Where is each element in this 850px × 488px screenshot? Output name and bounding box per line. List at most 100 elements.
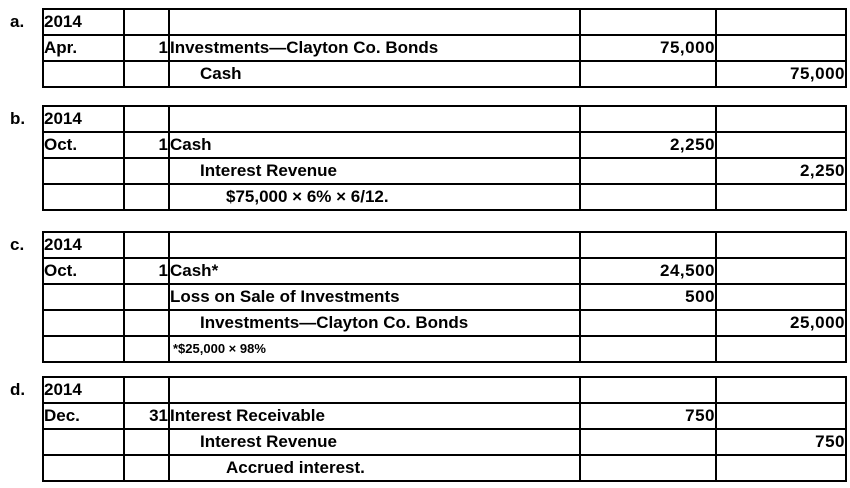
debit-amount-cell [579, 335, 717, 363]
credit-amount-cell [715, 231, 847, 259]
account-title-cell: Cash* [168, 257, 581, 285]
journal-row: Interest Revenue 750 [42, 428, 847, 456]
debit-amount-cell [579, 60, 717, 88]
journal-row: Oct. 1 Cash 2,250 [42, 131, 847, 159]
date-month-cell [42, 335, 125, 363]
date-day-cell [123, 157, 170, 185]
credit-amount-cell [715, 34, 847, 62]
credit-amount-cell: 2,250 [715, 157, 847, 185]
debit-amount-cell [579, 157, 717, 185]
debit-amount-cell [579, 309, 717, 337]
journal-entry-d: d. 2014 Dec. 31 Interest Receivable 750 Inter… [0, 376, 850, 482]
date-month-cell: Dec. [42, 402, 125, 430]
date-day-cell: 31 [123, 402, 170, 430]
journal-row: Investments—Clayton Co. Bonds 25,000 [42, 309, 847, 337]
date-month-cell: Apr. [42, 34, 125, 62]
account-title-cell: Cash [168, 131, 581, 159]
account-title-cell: Cash [168, 60, 581, 88]
debit-amount-cell [579, 428, 717, 456]
date-month-cell [42, 183, 125, 211]
credit-amount-cell [715, 257, 847, 285]
debit-amount-cell: 750 [579, 402, 717, 430]
account-title-cell: Interest Revenue [168, 157, 581, 185]
debit-amount-cell: 2,250 [579, 131, 717, 159]
date-day-cell [123, 309, 170, 337]
date-month-cell: 2014 [42, 376, 125, 404]
date-month-cell [42, 428, 125, 456]
credit-amount-cell: 75,000 [715, 60, 847, 88]
date-day-cell [123, 454, 170, 482]
debit-amount-cell [579, 183, 717, 211]
journal-row: *$25,000 × 98% [42, 335, 847, 363]
account-title-cell: Investments—Clayton Co. Bonds [168, 309, 581, 337]
credit-amount-cell: 750 [715, 428, 847, 456]
date-day-cell [123, 283, 170, 311]
journal-entry-c: c. 2014 Oct. 1 Cash* 24,500 Loss on Sale of I… [0, 231, 850, 363]
debit-amount-cell: 24,500 [579, 257, 717, 285]
journal-table-c: 2014 Oct. 1 Cash* 24,500 Loss on Sale of Inve… [42, 231, 847, 363]
credit-amount-cell [715, 8, 847, 36]
debit-amount-cell: 500 [579, 283, 717, 311]
credit-amount-cell [715, 183, 847, 211]
journal-entry-a: a. 2014 Apr. 1 Investments—Clayton Co. Bond… [0, 8, 850, 88]
date-day-cell [123, 231, 170, 259]
debit-amount-cell: 75,000 [579, 34, 717, 62]
account-title-cell [168, 376, 581, 404]
date-month-cell: Oct. [42, 131, 125, 159]
journal-table-d: 2014 Dec. 31 Interest Receivable 750 Interest… [42, 376, 847, 482]
journal-row: Accrued interest. [42, 454, 847, 482]
debit-amount-cell [579, 376, 717, 404]
account-title-cell: $75,000 × 6% × 6/12. [168, 183, 581, 211]
date-month-cell [42, 157, 125, 185]
credit-amount-cell [715, 131, 847, 159]
date-day-cell [123, 335, 170, 363]
date-month-cell: Oct. [42, 257, 125, 285]
account-title-cell [168, 8, 581, 36]
account-title-cell: Loss on Sale of Investments [168, 283, 581, 311]
journal-row: Apr. 1 Investments—Clayton Co. Bonds 75,000 [42, 34, 847, 62]
debit-amount-cell [579, 454, 717, 482]
credit-amount-cell [715, 283, 847, 311]
date-month-cell: 2014 [42, 8, 125, 36]
debit-amount-cell [579, 231, 717, 259]
account-title-cell [168, 105, 581, 133]
entry-label-a: a. [10, 12, 25, 31]
debit-amount-cell [579, 8, 717, 36]
account-title-cell: Accrued interest. [168, 454, 581, 482]
journal-table-a: 2014 Apr. 1 Investments—Clayton Co. Bonds 75… [42, 8, 847, 88]
date-day-cell [123, 60, 170, 88]
date-month-cell: 2014 [42, 105, 125, 133]
date-month-cell [42, 309, 125, 337]
journal-row: 2014 [42, 376, 847, 404]
account-title-cell [168, 231, 581, 259]
date-day-cell: 1 [123, 131, 170, 159]
journal-row: Interest Revenue 2,250 [42, 157, 847, 185]
credit-amount-cell [715, 335, 847, 363]
date-day-cell [123, 8, 170, 36]
journal-row: 2014 [42, 231, 847, 259]
date-month-cell [42, 454, 125, 482]
date-month-cell [42, 283, 125, 311]
date-day-cell [123, 183, 170, 211]
credit-amount-cell: 25,000 [715, 309, 847, 337]
journal-row: Oct. 1 Cash* 24,500 [42, 257, 847, 285]
journal-row: 2014 [42, 8, 847, 36]
debit-amount-cell [579, 105, 717, 133]
journal-row: Cash 75,000 [42, 60, 847, 88]
account-title-cell: Interest Revenue [168, 428, 581, 456]
journal-row: $75,000 × 6% × 6/12. [42, 183, 847, 211]
date-day-cell: 1 [123, 34, 170, 62]
credit-amount-cell [715, 454, 847, 482]
account-title-cell: Interest Receivable [168, 402, 581, 430]
entry-label-c: c. [10, 235, 25, 254]
date-day-cell: 1 [123, 257, 170, 285]
account-title-cell: Investments—Clayton Co. Bonds [168, 34, 581, 62]
journal-row: Loss on Sale of Investments 500 [42, 283, 847, 311]
date-month-cell: 2014 [42, 231, 125, 259]
account-title-cell: *$25,000 × 98% [168, 335, 581, 363]
credit-amount-cell [715, 402, 847, 430]
date-day-cell [123, 376, 170, 404]
date-day-cell [123, 428, 170, 456]
date-day-cell [123, 105, 170, 133]
